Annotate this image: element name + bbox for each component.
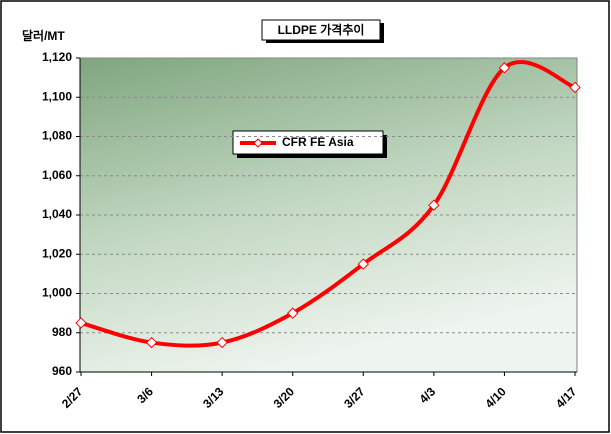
y-tick-label: 1,020 [42,246,72,260]
point-marker [216,336,228,349]
point-marker [145,336,158,349]
point-marker [428,199,440,211]
y-tick-label: 960 [52,364,72,378]
line [80,60,576,348]
y-tick-label: 980 [52,325,72,339]
chart-title: LLDPE 가격추이 [278,22,365,37]
point-marker [569,81,581,94]
y-tick-label: 1,080 [42,129,72,143]
y-tick-label: 1,120 [42,50,72,64]
y-tick-label: 1,040 [42,207,72,221]
y-axis-label: 달러/MT [22,28,65,43]
title-box [261,19,381,41]
point-marker [287,307,299,319]
point-marker [498,62,511,74]
legend-marker [253,138,263,148]
y-tick-label: 1,060 [42,168,72,182]
point-marker [357,258,369,270]
y-tick-label: 1,100 [42,89,72,103]
point-marker [75,317,87,329]
legend-label: CFR FE Asia [282,135,354,149]
y-tick-label: 1,000 [42,286,72,300]
